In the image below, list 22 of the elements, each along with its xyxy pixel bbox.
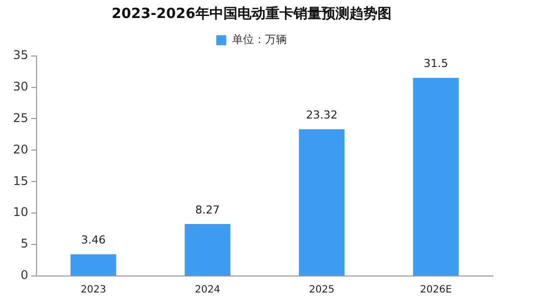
data-label: 31.5 [424, 57, 448, 70]
x-tick-label: 2025 [309, 284, 334, 296]
bar [184, 224, 230, 276]
y-tick-label: 15 [12, 174, 28, 188]
legend-label: 单位：万辆 [232, 33, 287, 46]
y-tick-label: 20 [12, 142, 28, 156]
x-tick-label: 2026E [420, 284, 452, 296]
y-tick-label: 35 [12, 48, 28, 62]
y-tick-label: 0 [20, 268, 28, 282]
data-label: 8.27 [195, 203, 220, 216]
bar [413, 78, 459, 276]
x-tick-label: 2024 [194, 284, 220, 296]
y-tick-label: 25 [12, 110, 28, 125]
y-tick-label: 5 [20, 236, 28, 251]
data-label: 23.32 [306, 108, 338, 122]
bar [298, 129, 345, 276]
data-label: 3.46 [81, 234, 106, 247]
bar [70, 254, 116, 276]
y-tick-label: 10 [12, 205, 28, 220]
chart-title: 2023-2026年中国电动重卡销量预测趋势图 [112, 6, 392, 22]
y-tick-label: 30 [12, 79, 28, 94]
x-tick-label: 2023 [80, 284, 106, 296]
